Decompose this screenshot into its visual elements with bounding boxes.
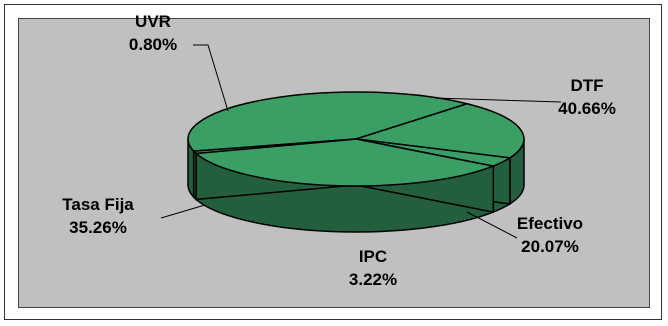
leader-line-efectivo (466, 211, 518, 239)
slice-label-dtf: DTF (570, 76, 603, 95)
leader-line-tasa-fija (160, 204, 206, 219)
pie-tops (187, 91, 525, 187)
pie-chart: DTF 40.66% Efectivo 20.07% IPC 3.22% Tasa Fija… (62, 12, 616, 289)
slice-percent-tasa-fija: 35.26% (69, 218, 127, 237)
slice-uvr (192, 138, 357, 155)
leader-lines (160, 44, 562, 239)
slice-label-tasa-fija: Tasa Fija (62, 195, 134, 214)
chart-frame: DTF 40.66% Efectivo 20.07% IPC 3.22% Tasa Fija… (4, 4, 662, 320)
slice-percent-efectivo: 20.07% (521, 237, 579, 256)
slice-percent-ipc: 3.22% (349, 270, 397, 289)
leader-line-uvr (193, 44, 229, 112)
slice-label-uvr: UVR (135, 12, 171, 31)
slice-percent-dtf: 40.66% (558, 99, 616, 118)
slice-labels: DTF 40.66% Efectivo 20.07% IPC 3.22% Tasa Fija… (62, 12, 616, 289)
leader-line-dtf (434, 97, 562, 103)
slice-tasa-fija (194, 138, 496, 187)
slice-percent-uvr: 0.80% (129, 35, 177, 54)
slice-label-efectivo: Efectivo (517, 214, 583, 233)
slice-efectivo (355, 102, 525, 159)
slice-label-ipc: IPC (359, 247, 387, 266)
slice-dtf (187, 91, 470, 152)
